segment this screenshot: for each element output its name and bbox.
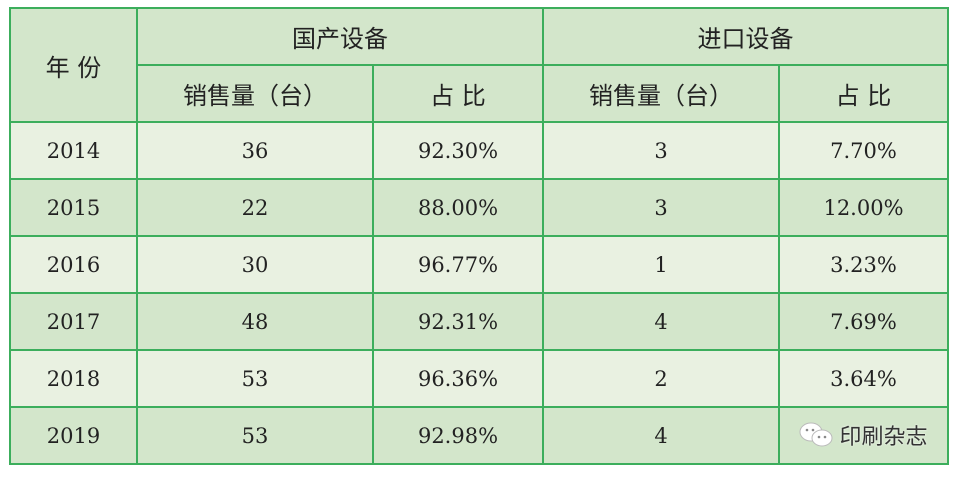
header-domestic-sales: 销售量（台） [136,64,374,123]
table-row: 2015 22 88.00% 3 12.00% [9,178,949,237]
year-cell: 2014 [9,121,138,180]
header-domestic: 国产设备 [136,7,544,66]
table-row: 2018 53 96.36% 2 3.64% [9,349,949,408]
imported-share-cell: 12.00% [778,178,949,237]
table-row: 2017 48 92.31% 4 7.69% [9,292,949,351]
year-cell: 2019 [9,406,138,465]
domestic-sales-cell: 22 [136,178,374,237]
table-row: 2019 53 92.98% 4 印刷杂志 [9,406,949,465]
imported-share-cell: 3.64% [778,349,949,408]
imported-share-cell: 印刷杂志 [778,406,949,465]
domestic-sales-cell: 53 [136,349,374,408]
year-cell: 2016 [9,235,138,294]
domestic-sales-cell: 30 [136,235,374,294]
wechat-icon [799,422,833,446]
domestic-share-cell: 92.98% [372,406,544,465]
header-imported-sales: 销售量（台） [542,64,780,123]
watermark: 印刷杂志 [799,419,928,451]
imported-sales-cell: 3 [542,121,780,180]
header-year: 年 份 [9,7,138,123]
watermark-text: 印刷杂志 [839,424,928,450]
table-row: 2016 30 96.77% 1 3.23% [9,235,949,294]
imported-share-cell: 3.23% [778,235,949,294]
imported-sales-cell: 2 [542,349,780,408]
header-imported: 进口设备 [542,7,949,66]
sales-table: 年 份 国产设备 进口设备 销售量（台） 占 比 销售量（台） 占 比 2014… [9,7,949,465]
imported-sales-cell: 3 [542,178,780,237]
year-cell: 2017 [9,292,138,351]
year-cell: 2018 [9,349,138,408]
imported-share-cell: 7.70% [778,121,949,180]
imported-sales-cell: 4 [542,406,780,465]
domestic-share-cell: 88.00% [372,178,544,237]
domestic-share-cell: 92.30% [372,121,544,180]
year-cell: 2015 [9,178,138,237]
domestic-sales-cell: 36 [136,121,374,180]
domestic-share-cell: 96.36% [372,349,544,408]
header-domestic-share: 占 比 [372,64,544,123]
domestic-share-cell: 96.77% [372,235,544,294]
imported-share-cell: 7.69% [778,292,949,351]
header-imported-share: 占 比 [778,64,949,123]
domestic-sales-cell: 53 [136,406,374,465]
table-row: 2014 36 92.30% 3 7.70% [9,121,949,180]
imported-sales-cell: 1 [542,235,780,294]
domestic-share-cell: 92.31% [372,292,544,351]
imported-sales-cell: 4 [542,292,780,351]
domestic-sales-cell: 48 [136,292,374,351]
